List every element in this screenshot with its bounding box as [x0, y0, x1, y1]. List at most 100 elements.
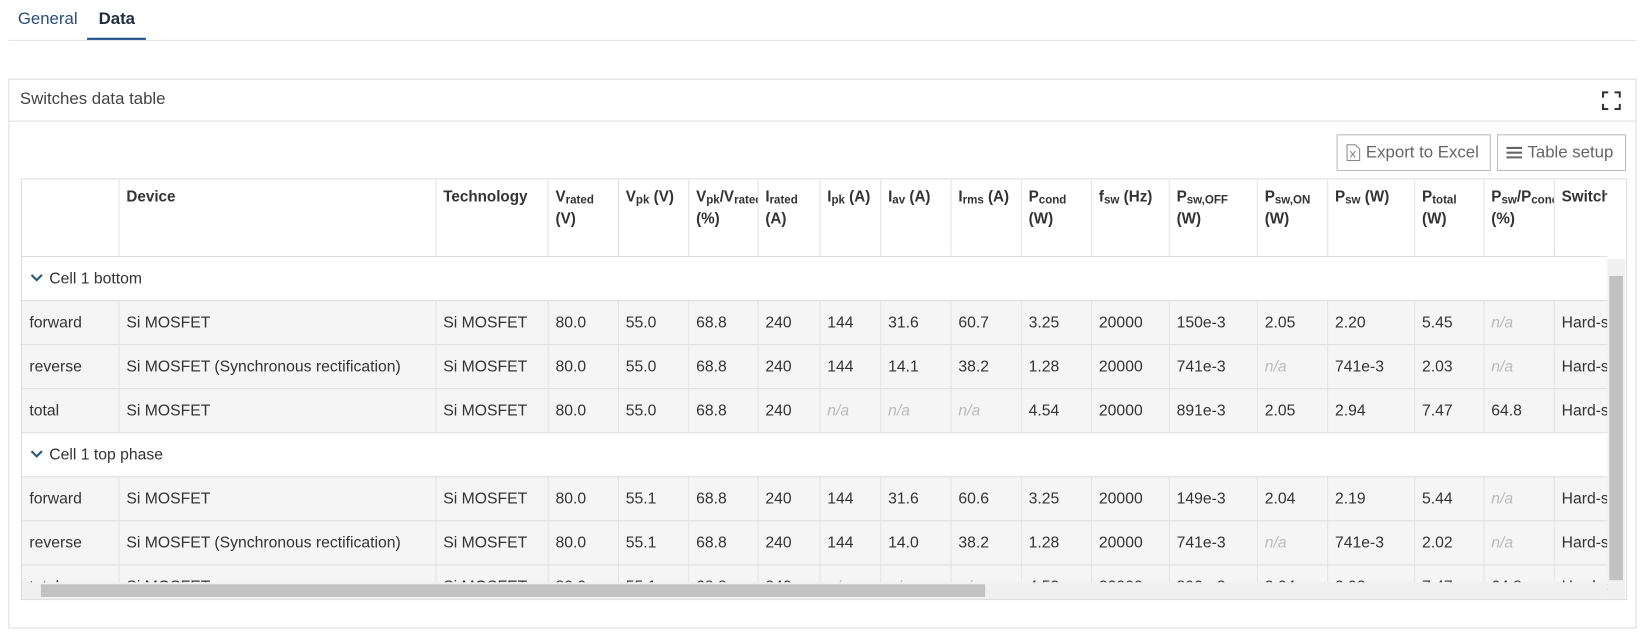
- cell-value: 240: [765, 401, 792, 420]
- cell-value: 55.1: [625, 533, 657, 552]
- header-text: /P: [1516, 188, 1532, 206]
- button-label: Table setup: [1527, 143, 1614, 162]
- cell: Hard-switching: [1553, 300, 1608, 346]
- cell: 5.45: [1414, 300, 1484, 346]
- cell: 55.0: [617, 344, 689, 390]
- cell-value: Si MOSFET: [126, 401, 211, 420]
- cell: Hard-switching: [1553, 520, 1608, 566]
- cell-value: 80.0: [555, 401, 587, 420]
- cell: 7.47: [1414, 388, 1484, 434]
- cell: 80.0: [547, 388, 619, 434]
- header-text: I: [765, 188, 770, 206]
- header-subscript: total: [1432, 194, 1457, 207]
- setup-button[interactable]: Table setup: [1497, 134, 1627, 172]
- cell-value: 2.02: [1422, 533, 1453, 552]
- header-cell: Psw,ON (W): [1256, 179, 1328, 258]
- cell: n/a: [880, 388, 952, 434]
- cell: 68.8: [688, 344, 758, 390]
- cell-value: 68.8: [696, 489, 727, 508]
- scroll-thumb[interactable]: [40, 584, 986, 597]
- cell-value: 144: [827, 313, 854, 332]
- cell-value: 2.19: [1334, 489, 1366, 508]
- cell-value: 2.05: [1264, 313, 1296, 332]
- cell: forward: [22, 300, 120, 346]
- empty-value: n/a: [1491, 533, 1514, 552]
- cell-value: 68.8: [696, 401, 727, 420]
- header-subscript: pk: [706, 194, 720, 207]
- cell-value: 144: [827, 489, 854, 508]
- cell: 20000: [1091, 344, 1170, 390]
- header-text: V: [555, 188, 566, 206]
- table-viewport: Device Technology Vrated (V) Vpk (V) Vpk/Vra…: [22, 179, 1608, 600]
- cell-value: 240: [765, 489, 792, 508]
- header-row: Device Technology Vrated (V) Vpk (V) Vpk/Vra…: [22, 179, 1608, 258]
- group-row[interactable]: Cell 1 top phase: [22, 432, 1608, 478]
- header-cell: Vpk/Vrated (%): [688, 179, 758, 258]
- header-cell: Psw/Pcond (%): [1483, 179, 1555, 258]
- vertical-scrollbar[interactable]: [1607, 259, 1626, 600]
- cell-value: 150e-3: [1176, 313, 1226, 332]
- export-button[interactable]: Export to Excel: [1336, 134, 1491, 172]
- empty-value: n/a: [1264, 357, 1287, 376]
- cell: reverse: [22, 344, 120, 390]
- cell: 741e-3: [1327, 344, 1415, 390]
- header-unit: (W): [1264, 210, 1290, 228]
- cell-value: 38.2: [958, 357, 989, 376]
- cell: n/a: [1483, 476, 1555, 522]
- cell-value: Si MOSFET: [443, 401, 528, 420]
- panel-divider: [9, 120, 1636, 122]
- group-row[interactable]: Cell 1 bottom: [22, 256, 1608, 302]
- tab-active[interactable]: Data: [98, 10, 136, 29]
- cell: total: [22, 388, 120, 434]
- cell: n/a: [1256, 520, 1328, 566]
- cell: n/a: [1483, 300, 1555, 346]
- chevron[interactable]: [29, 273, 44, 283]
- cell: 741e-3: [1168, 520, 1258, 566]
- cell: 55.1: [617, 520, 689, 566]
- cell-value: 5.45: [1422, 313, 1453, 332]
- panel-title: Switches data table: [19, 90, 166, 109]
- header-text: V: [696, 188, 707, 206]
- cell-value: 240: [765, 313, 792, 332]
- cell: Si MOSFET: [435, 520, 549, 566]
- scroll-thumb[interactable]: [1609, 275, 1623, 581]
- cell-value: 20000: [1098, 401, 1143, 420]
- data-row: forward Si MOSFET Si MOSFET 80.0 55.1 68.8 240…: [22, 476, 1608, 522]
- cell: 68.8: [688, 476, 758, 522]
- cell-value: Si MOSFET: [126, 313, 211, 332]
- cell-value: forward: [29, 489, 82, 508]
- cell-value: 20000: [1098, 533, 1143, 552]
- cell: 2.05: [1256, 388, 1328, 434]
- cell-value: Hard-switching: [1561, 357, 1608, 376]
- cell: 55.1: [617, 476, 689, 522]
- cell: 68.8: [688, 520, 758, 566]
- header-subscript: rated: [565, 194, 594, 207]
- header-cell: Iav (A): [880, 179, 952, 258]
- cell: 80.0: [547, 344, 619, 390]
- header-unit: (A): [765, 210, 787, 228]
- cell: 741e-3: [1168, 344, 1258, 390]
- header-subscript: sw,OFF: [1186, 194, 1228, 207]
- cell-value: 80.0: [555, 357, 587, 376]
- cell-value: 64.8: [1491, 401, 1522, 420]
- horizontal-scrollbar[interactable]: [22, 582, 1608, 600]
- cell: Si MOSFET: [435, 300, 549, 346]
- cell: Si MOSFET: [435, 388, 549, 434]
- chevron[interactable]: [29, 449, 44, 459]
- empty-value: n/a: [1491, 357, 1514, 376]
- header-subscript: pk: [831, 194, 845, 207]
- header-unit: (%): [696, 210, 720, 228]
- cell: 68.8: [688, 300, 758, 346]
- cell: 31.6: [880, 476, 952, 522]
- header-cell: fsw (Hz): [1091, 179, 1170, 258]
- excel-icon: [1346, 144, 1361, 162]
- header-cell: Irms (A): [950, 179, 1022, 258]
- menu-icon: [1506, 146, 1523, 159]
- maximize-icon[interactable]: [1601, 91, 1621, 111]
- tab[interactable]: General: [17, 10, 78, 29]
- cell: 55.0: [617, 300, 689, 346]
- cell: 150e-3: [1168, 300, 1258, 346]
- header-cell: Irated (A): [757, 179, 820, 258]
- cell-value: 144: [827, 357, 854, 376]
- cell-value: 2.05: [1264, 401, 1296, 420]
